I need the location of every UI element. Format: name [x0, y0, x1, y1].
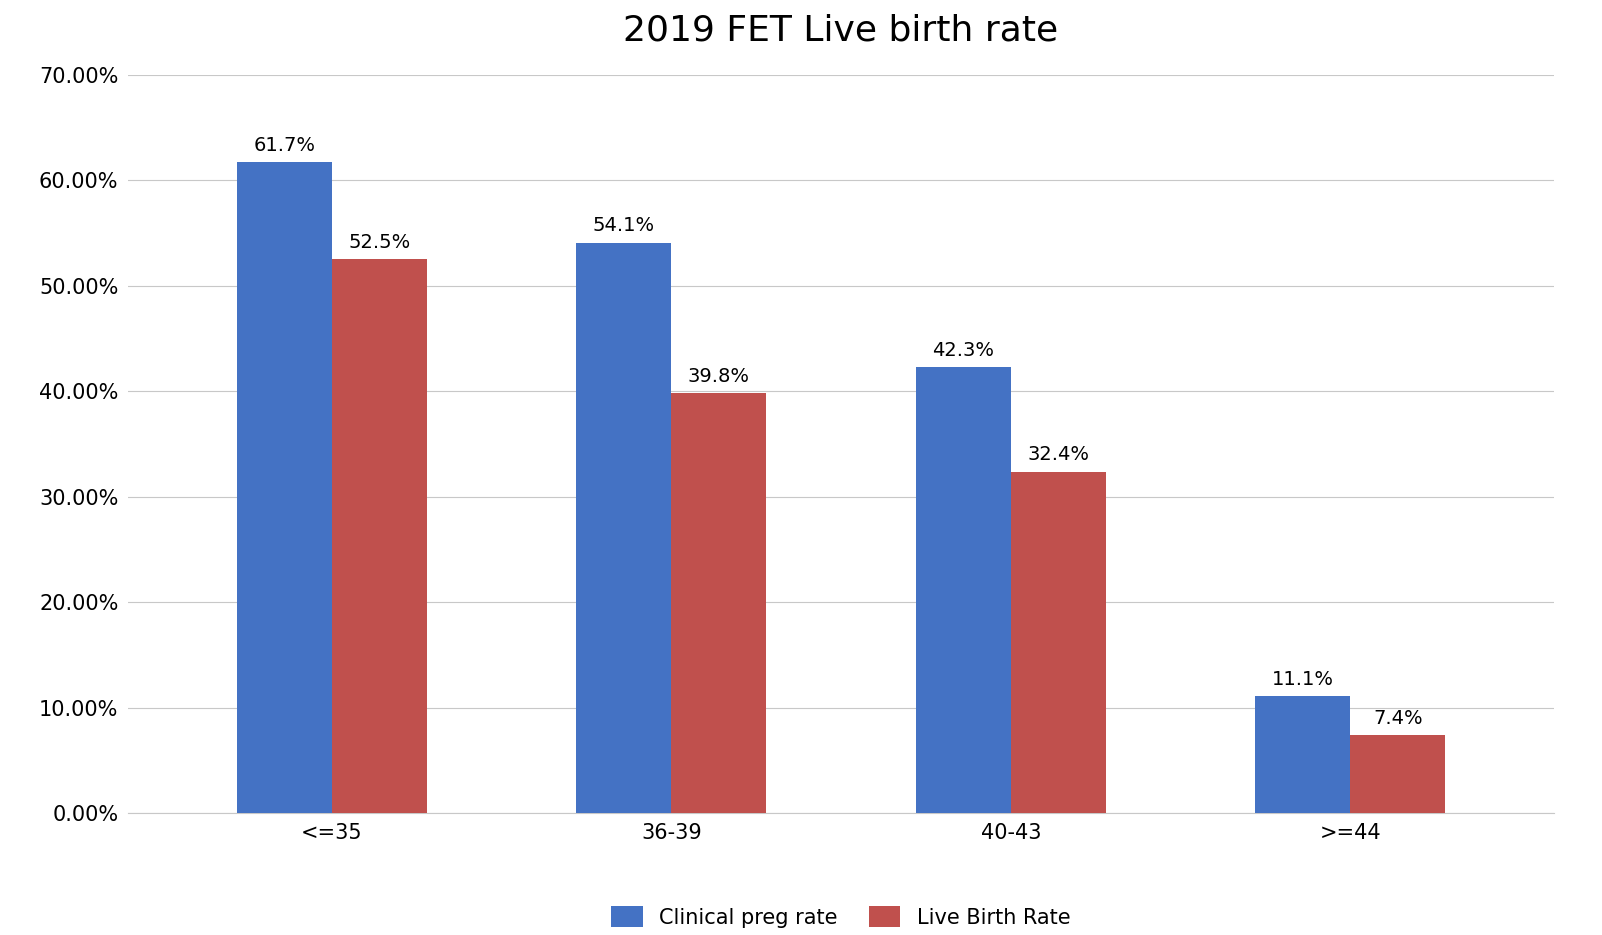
Bar [1256, 697, 1350, 813]
Bar [577, 242, 671, 813]
Text: 32.4%: 32.4% [1027, 445, 1089, 464]
Bar [332, 259, 426, 813]
Text: 42.3%: 42.3% [932, 340, 995, 360]
Bar [671, 394, 766, 813]
Bar [237, 163, 332, 813]
Text: 7.4%: 7.4% [1373, 709, 1423, 728]
Bar [1011, 471, 1105, 813]
Title: 2019 FET Live birth rate: 2019 FET Live birth rate [623, 13, 1059, 47]
Text: 52.5%: 52.5% [348, 233, 410, 252]
Text: 61.7%: 61.7% [253, 136, 316, 155]
Bar [916, 367, 1011, 813]
Text: 39.8%: 39.8% [687, 367, 750, 386]
Bar [1350, 735, 1445, 813]
Text: 54.1%: 54.1% [593, 216, 655, 236]
Legend: Clinical preg rate, Live Birth Rate: Clinical preg rate, Live Birth Rate [602, 898, 1080, 935]
Text: 11.1%: 11.1% [1272, 670, 1334, 689]
